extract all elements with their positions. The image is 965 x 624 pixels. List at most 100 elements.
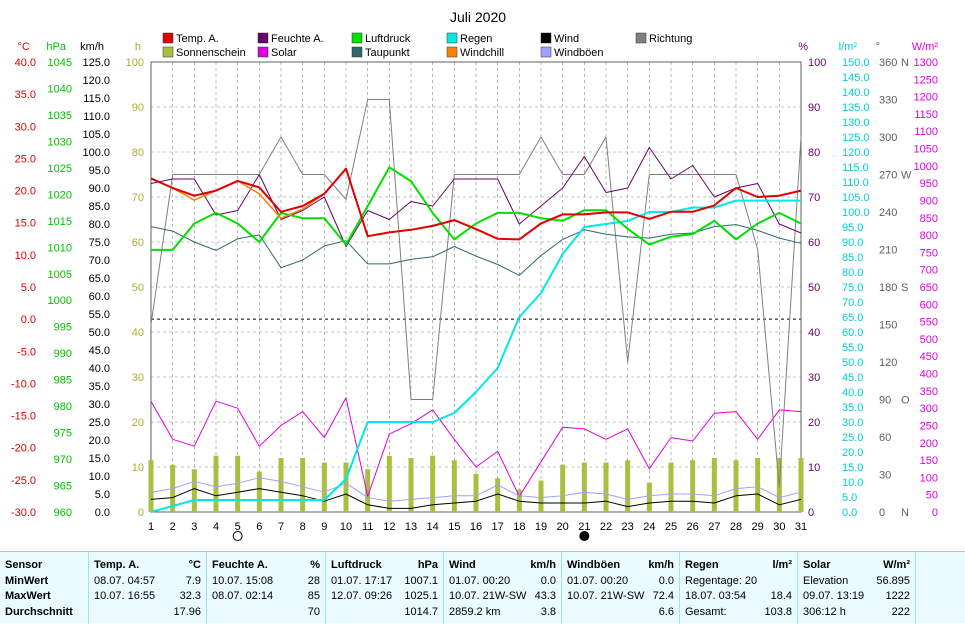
wind-tick: 25.0 (89, 417, 110, 429)
sunshine-tick: 70 (132, 192, 144, 204)
solar-tick: 100 (920, 472, 938, 484)
rain-tick: 100.0 (842, 207, 870, 219)
sunshine-bar (300, 458, 306, 512)
stat-max-val: 32.3 (179, 590, 201, 602)
row-label-avg: Durchschnitt (5, 605, 73, 618)
series-lines (150, 99, 802, 513)
stat-min-val: 28 (307, 574, 320, 587)
statistics-table: Sensor MinWert MaxWert Durchschnitt Temp… (0, 551, 965, 624)
direction-tick: 150 (879, 320, 897, 332)
stat-avg-val: 103.8 (764, 605, 792, 618)
legend-swatch (540, 32, 552, 44)
day-tick: 28 (730, 521, 742, 533)
pressure-tick: 980 (54, 401, 72, 413)
humidity-tick: 90 (808, 102, 820, 114)
stat-header: Luftdruck (331, 559, 382, 571)
sunshine-bar (798, 458, 804, 512)
stat-header: Solar (803, 559, 831, 571)
wind-tick: 105.0 (82, 129, 110, 141)
humidity-tick: 100 (808, 57, 826, 69)
rain-tick: 5.0 (842, 492, 857, 504)
temp-tick: -15.0 (11, 411, 36, 423)
wind-tick: 115.0 (83, 93, 110, 105)
sunshine-bar (733, 460, 739, 512)
stat-max-time: 10.07. 16:55 (94, 590, 156, 602)
humidity-tick: 10 (808, 462, 820, 474)
sunshine-bar (473, 473, 479, 512)
humidity-tick: 50 (808, 282, 820, 294)
pressure-tick: 1005 (48, 269, 72, 281)
sunshine-tick: 50 (132, 282, 144, 294)
wind-tick: 40.0 (89, 363, 110, 375)
sunshine-bar (538, 480, 544, 512)
pressure-tick: 1000 (48, 295, 72, 307)
sunshine-bar (495, 478, 501, 512)
stat-avg-val: 1014.7 (404, 605, 438, 618)
rain-tick: 60.0 (842, 327, 863, 339)
direction-letter: O (901, 395, 910, 407)
temp-tick: 5.0 (21, 282, 36, 294)
legend-swatch (540, 46, 552, 58)
day-tick: 2 (170, 521, 176, 533)
humidity-tick: 60 (808, 237, 820, 249)
pressure-tick: 960 (54, 507, 72, 519)
stat-avg-val: 70 (307, 605, 320, 618)
wind-tick: 20.0 (89, 435, 110, 447)
stat-header: Feuchte A. (212, 559, 268, 571)
solar-tick: 700 (920, 265, 938, 277)
stat-column: Solar W/m² Elevation 56.895 09.07. 13:19 1222… (797, 552, 915, 624)
stat-unit: W/m² (883, 559, 910, 571)
day-tick: 23 (622, 521, 634, 533)
sunshine-tick: 100 (126, 57, 144, 69)
legend-swatch (351, 46, 363, 58)
legend-label: Solar (271, 47, 297, 59)
temp-tick: 15.0 (15, 218, 36, 230)
solar-tick: 350 (920, 386, 938, 398)
wind-tick: 65.0 (89, 273, 110, 285)
legend-swatch (635, 32, 647, 44)
rain-tick: 50.0 (842, 357, 863, 369)
wind-tick: 70.0 (89, 255, 110, 267)
weather-chart: 40.035.030.025.020.015.010.05.00.0-5.0-1… (11, 9, 938, 541)
stat-avg-val: 222 (891, 605, 910, 618)
day-tick: 13 (405, 521, 417, 533)
stat-column: Feuchte A.% 10.07. 15:08 28 08.07. 02:14 85 7… (206, 552, 325, 624)
stat-min-time: 01.07. 00:20 (449, 574, 511, 587)
legend: Temp. A. Feuchte A. Luftdruck Regen Wind Rich… (162, 32, 692, 59)
solar-tick: 1250 (914, 74, 938, 86)
series-line-solar (150, 397, 802, 497)
day-tick: 12 (383, 521, 395, 533)
stat-min-val: 0.0 (658, 574, 674, 587)
day-tick: 17 (492, 521, 504, 533)
stat-header: Wind (449, 559, 476, 571)
sunshine-tick: 80 (132, 147, 144, 159)
pressure-tick: 985 (54, 375, 72, 387)
humidity-tick: 70 (808, 192, 820, 204)
series-line-windb-en (150, 477, 802, 502)
rain-tick: 110.0 (842, 177, 869, 189)
rain-tick: 85.0 (842, 252, 863, 264)
pressure-tick: 975 (54, 428, 72, 440)
rain-tick: 40.0 (842, 387, 863, 399)
humidity-tick: 40 (808, 327, 820, 339)
wind-tick: 110.0 (83, 111, 110, 123)
temp-unit: °C (18, 41, 30, 53)
day-tick: 26 (687, 521, 699, 533)
solar-tick: 900 (920, 195, 938, 207)
sunshine-tick: 90 (132, 102, 144, 114)
stat-unit: °C (188, 559, 201, 571)
day-tick: 6 (256, 521, 262, 533)
stat-min-time: 01.07. 00:20 (567, 574, 629, 587)
legend-label: Richtung (649, 33, 692, 45)
stat-min-time: 10.07. 15:08 (212, 574, 274, 587)
moon-phases (232, 531, 590, 541)
stat-unit: km/h (530, 559, 556, 571)
direction-tick: 90 (879, 395, 891, 407)
direction-tick: 180 (879, 282, 897, 294)
pressure-tick: 1020 (48, 189, 72, 201)
rain-tick: 130.0 (842, 117, 870, 129)
sunshine-bar (690, 460, 696, 512)
sunshine-tick: 20 (132, 417, 144, 429)
sunshine-bar (603, 462, 609, 512)
wind-tick: 50.0 (89, 327, 110, 339)
